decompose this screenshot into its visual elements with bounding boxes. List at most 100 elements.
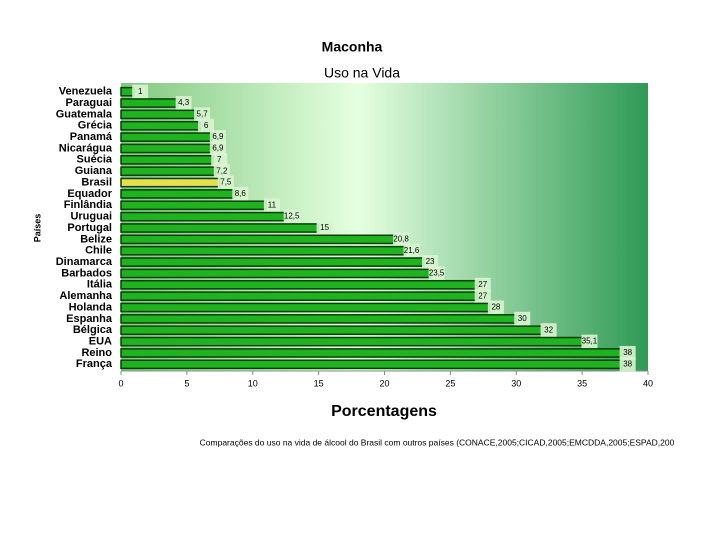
- value-label-box: [474, 277, 491, 292]
- value-label-box: [581, 334, 598, 349]
- value-label-box: [175, 96, 192, 111]
- value-label: 6,9: [212, 132, 224, 141]
- x-tick-label: 10: [248, 378, 258, 388]
- y-tick-label: Alemanha: [59, 290, 112, 302]
- value-label: 35,1: [582, 337, 598, 346]
- y-axis-label: Países: [32, 214, 42, 243]
- bar: [120, 132, 213, 142]
- bar: [120, 279, 478, 290]
- value-label: 7,2: [216, 166, 228, 175]
- value-label: 7: [217, 155, 222, 164]
- value-label: 27: [478, 291, 487, 300]
- x-axis-label: Porcentagens: [331, 403, 437, 420]
- value-label: 23: [426, 257, 435, 266]
- bar: [120, 325, 544, 336]
- y-tick-label: Chile: [85, 245, 112, 257]
- bar: [120, 336, 585, 347]
- value-label-box: [393, 232, 410, 247]
- y-tick-label: Venezuela: [59, 86, 113, 98]
- y-tick-label: Portugal: [67, 222, 112, 234]
- value-label-box: [198, 118, 215, 133]
- value-label: 27: [478, 280, 487, 289]
- value-label: 6: [204, 121, 209, 130]
- bar: [120, 120, 201, 131]
- bar: [120, 268, 432, 279]
- bar: [120, 177, 221, 188]
- value-label-box: [213, 164, 230, 179]
- value-label: 38: [623, 348, 632, 357]
- value-label-box: [263, 198, 280, 213]
- value-label: 11: [268, 200, 277, 209]
- y-tick-label: Bélgica: [73, 324, 113, 336]
- value-label-box: [403, 243, 420, 258]
- value-label-box: [487, 300, 504, 315]
- x-tick-label: 0: [118, 378, 123, 388]
- value-label: 20,8: [393, 234, 409, 243]
- footnote: Comparações do uso na vida de álcool do …: [200, 437, 675, 447]
- y-tick-label: Reino: [81, 347, 112, 359]
- value-label-box: [316, 221, 333, 235]
- value-label-box: [132, 84, 149, 99]
- value-label: 32: [544, 325, 553, 334]
- bar: [120, 189, 236, 199]
- x-tick-label: 35: [577, 378, 587, 388]
- bar: [120, 155, 214, 165]
- value-label: 7,5: [220, 178, 232, 187]
- y-tick-label: Nicarágua: [59, 142, 113, 154]
- value-label: 8,6: [235, 189, 247, 198]
- bar: [120, 166, 217, 177]
- y-tick-label: Grécia: [78, 120, 113, 132]
- value-label: 15: [320, 223, 329, 232]
- value-label-box: [217, 175, 234, 190]
- value-label-box: [194, 107, 211, 122]
- value-label-box: [619, 357, 636, 372]
- bar: [120, 223, 320, 233]
- y-tick-label: Dinamarca: [56, 256, 113, 268]
- bar: [120, 291, 478, 301]
- bar: [120, 98, 179, 108]
- value-label-box: [232, 186, 249, 201]
- bar: [120, 234, 396, 245]
- y-tick-label: Brasil: [81, 176, 112, 188]
- value-label-box: [514, 311, 531, 326]
- y-tick-label: Guiana: [75, 165, 113, 177]
- x-tick-label: 25: [445, 378, 455, 388]
- y-tick-label: Suécia: [77, 154, 113, 166]
- value-label-box: [209, 141, 226, 156]
- bar: [120, 245, 407, 256]
- x-tick-label: 5: [184, 378, 189, 388]
- chart-subtitle: Uso na Vida: [324, 65, 400, 81]
- bar: [120, 302, 491, 313]
- bar: [120, 314, 517, 324]
- value-label-box: [428, 266, 445, 281]
- y-tick-label: Barbados: [61, 267, 112, 279]
- value-label: 4,3: [178, 98, 190, 107]
- bar: [120, 200, 267, 211]
- value-label-box: [211, 152, 228, 167]
- y-tick-label: Guatemala: [56, 108, 113, 120]
- bar: [120, 211, 287, 222]
- y-tick-label: Finlândia: [64, 199, 113, 211]
- y-tick-label: Espanha: [66, 313, 113, 325]
- value-label: 28: [491, 303, 500, 312]
- bar: [120, 348, 623, 358]
- y-tick-label: Holanda: [69, 301, 113, 313]
- x-tick-label: 20: [379, 378, 389, 388]
- x-tick-label: 30: [511, 378, 521, 388]
- value-label: 6,9: [212, 144, 224, 153]
- value-label: 23,5: [429, 269, 445, 278]
- value-label-box: [209, 130, 226, 145]
- y-tick-label: Equador: [67, 188, 112, 200]
- bar: [120, 359, 623, 370]
- value-label-box: [474, 289, 491, 304]
- value-label: 21,6: [404, 246, 420, 255]
- value-label-box: [422, 255, 439, 270]
- y-tick-label: Itália: [87, 279, 113, 291]
- value-label-box: [283, 209, 300, 224]
- chart-title: Maconha: [322, 39, 383, 55]
- value-label-box: [619, 345, 636, 360]
- value-label: 30: [518, 314, 527, 323]
- x-tick-label: 15: [314, 378, 324, 388]
- value-label: 5,7: [197, 110, 209, 119]
